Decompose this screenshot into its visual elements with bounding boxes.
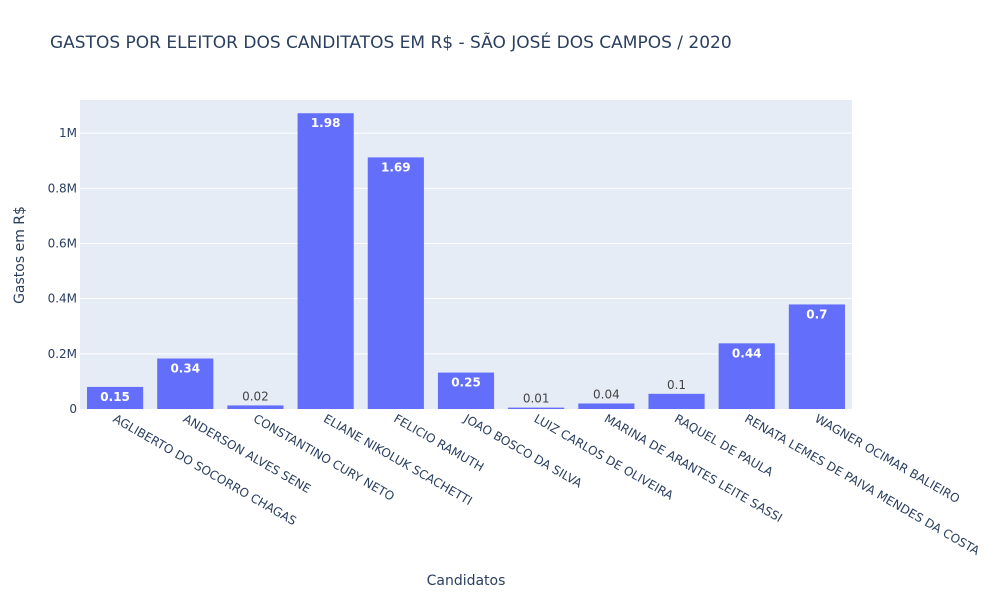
x-tick-label: JOAO BOSCO DA SILVA	[461, 411, 586, 491]
bar	[367, 157, 424, 409]
data-label: 0.34	[170, 362, 200, 376]
bar	[437, 372, 495, 409]
bar	[648, 393, 705, 409]
data-label: 1.69	[381, 160, 411, 174]
data-label: 0.1	[667, 378, 686, 392]
x-tick-label: LUIZ CARLOS DE OLIVEIRA	[532, 411, 677, 503]
bar	[788, 304, 845, 409]
bars	[87, 113, 845, 409]
data-label: 0.25	[451, 376, 481, 390]
data-label: 0.04	[593, 387, 620, 401]
bar	[718, 343, 775, 409]
bar	[87, 386, 144, 409]
bar	[227, 405, 284, 409]
bar	[508, 407, 565, 409]
y-tick-label: 0.4M	[48, 292, 77, 306]
y-tick-label: 0	[69, 402, 77, 416]
y-tick-labels: 0 0.2M 0.4M 0.6M 0.8M 1M	[48, 126, 77, 416]
y-tick-label: 0.8M	[48, 181, 77, 195]
data-label: 0.7	[806, 307, 827, 321]
data-label: 0.15	[100, 390, 130, 404]
bar	[157, 358, 214, 409]
y-tick-label: 0.2M	[48, 347, 77, 361]
data-label: 0.44	[732, 346, 762, 360]
data-label: 0.01	[523, 392, 550, 406]
x-tick-label: CONSTANTINO CURY NETO	[251, 411, 397, 503]
data-labels: 0.15 0.34 0.02 1.98 1.69 0.25 0.01 0.04 0.1 0.44 0…	[100, 116, 827, 405]
y-tick-label: 1M	[59, 126, 77, 140]
x-tick-label: ANDERSON ALVES SENE	[181, 411, 313, 496]
x-axis-label: Candidatos	[426, 573, 506, 589]
y-tick-label: 0.6M	[48, 236, 77, 250]
bar	[297, 113, 354, 409]
data-label: 0.02	[242, 389, 269, 403]
data-label: 1.98	[311, 116, 341, 130]
y-axis-label: Gastos em R$	[12, 206, 28, 304]
chart-title: GASTOS POR ELEITOR DOS CANDITATOS EM R$ …	[50, 33, 732, 53]
bar	[578, 403, 635, 409]
